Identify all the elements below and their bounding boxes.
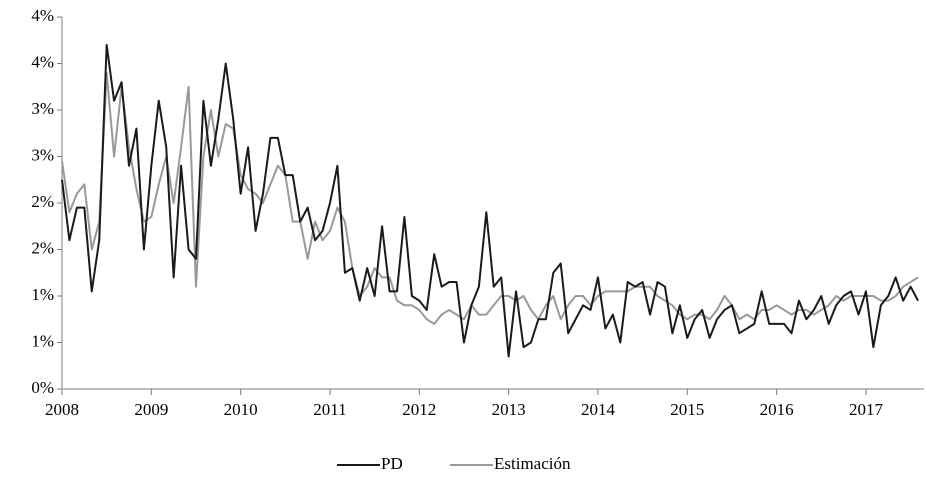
- x-tick-label: 2015: [670, 400, 704, 419]
- y-tick-label: 3%: [31, 145, 54, 164]
- series-line: [61, 71, 919, 325]
- y-tick-label: 1%: [31, 331, 54, 350]
- y-tick-label: 2%: [31, 192, 54, 211]
- x-tick-label: 2011: [313, 400, 346, 419]
- x-tick-label: 2008: [45, 400, 79, 419]
- series-line: [61, 43, 919, 358]
- y-tick-label: 0%: [31, 378, 54, 397]
- x-tick-label: 2017: [849, 400, 884, 419]
- y-tick-label: 1%: [31, 285, 54, 304]
- legend-label: Estimación: [494, 454, 571, 473]
- y-tick-label: 4%: [31, 52, 54, 71]
- x-tick-label: 2012: [402, 400, 436, 419]
- x-tick-label: 2016: [760, 400, 794, 419]
- x-tick-label: 2010: [224, 400, 258, 419]
- y-tick-label: 2%: [31, 238, 54, 257]
- y-tick-label: 3%: [31, 99, 54, 118]
- y-tick-label: 4%: [31, 6, 54, 25]
- x-tick-label: 2014: [581, 400, 616, 419]
- x-tick-label: 2009: [134, 400, 168, 419]
- legend-label: PD: [381, 454, 403, 473]
- x-tick-label: 2013: [492, 400, 526, 419]
